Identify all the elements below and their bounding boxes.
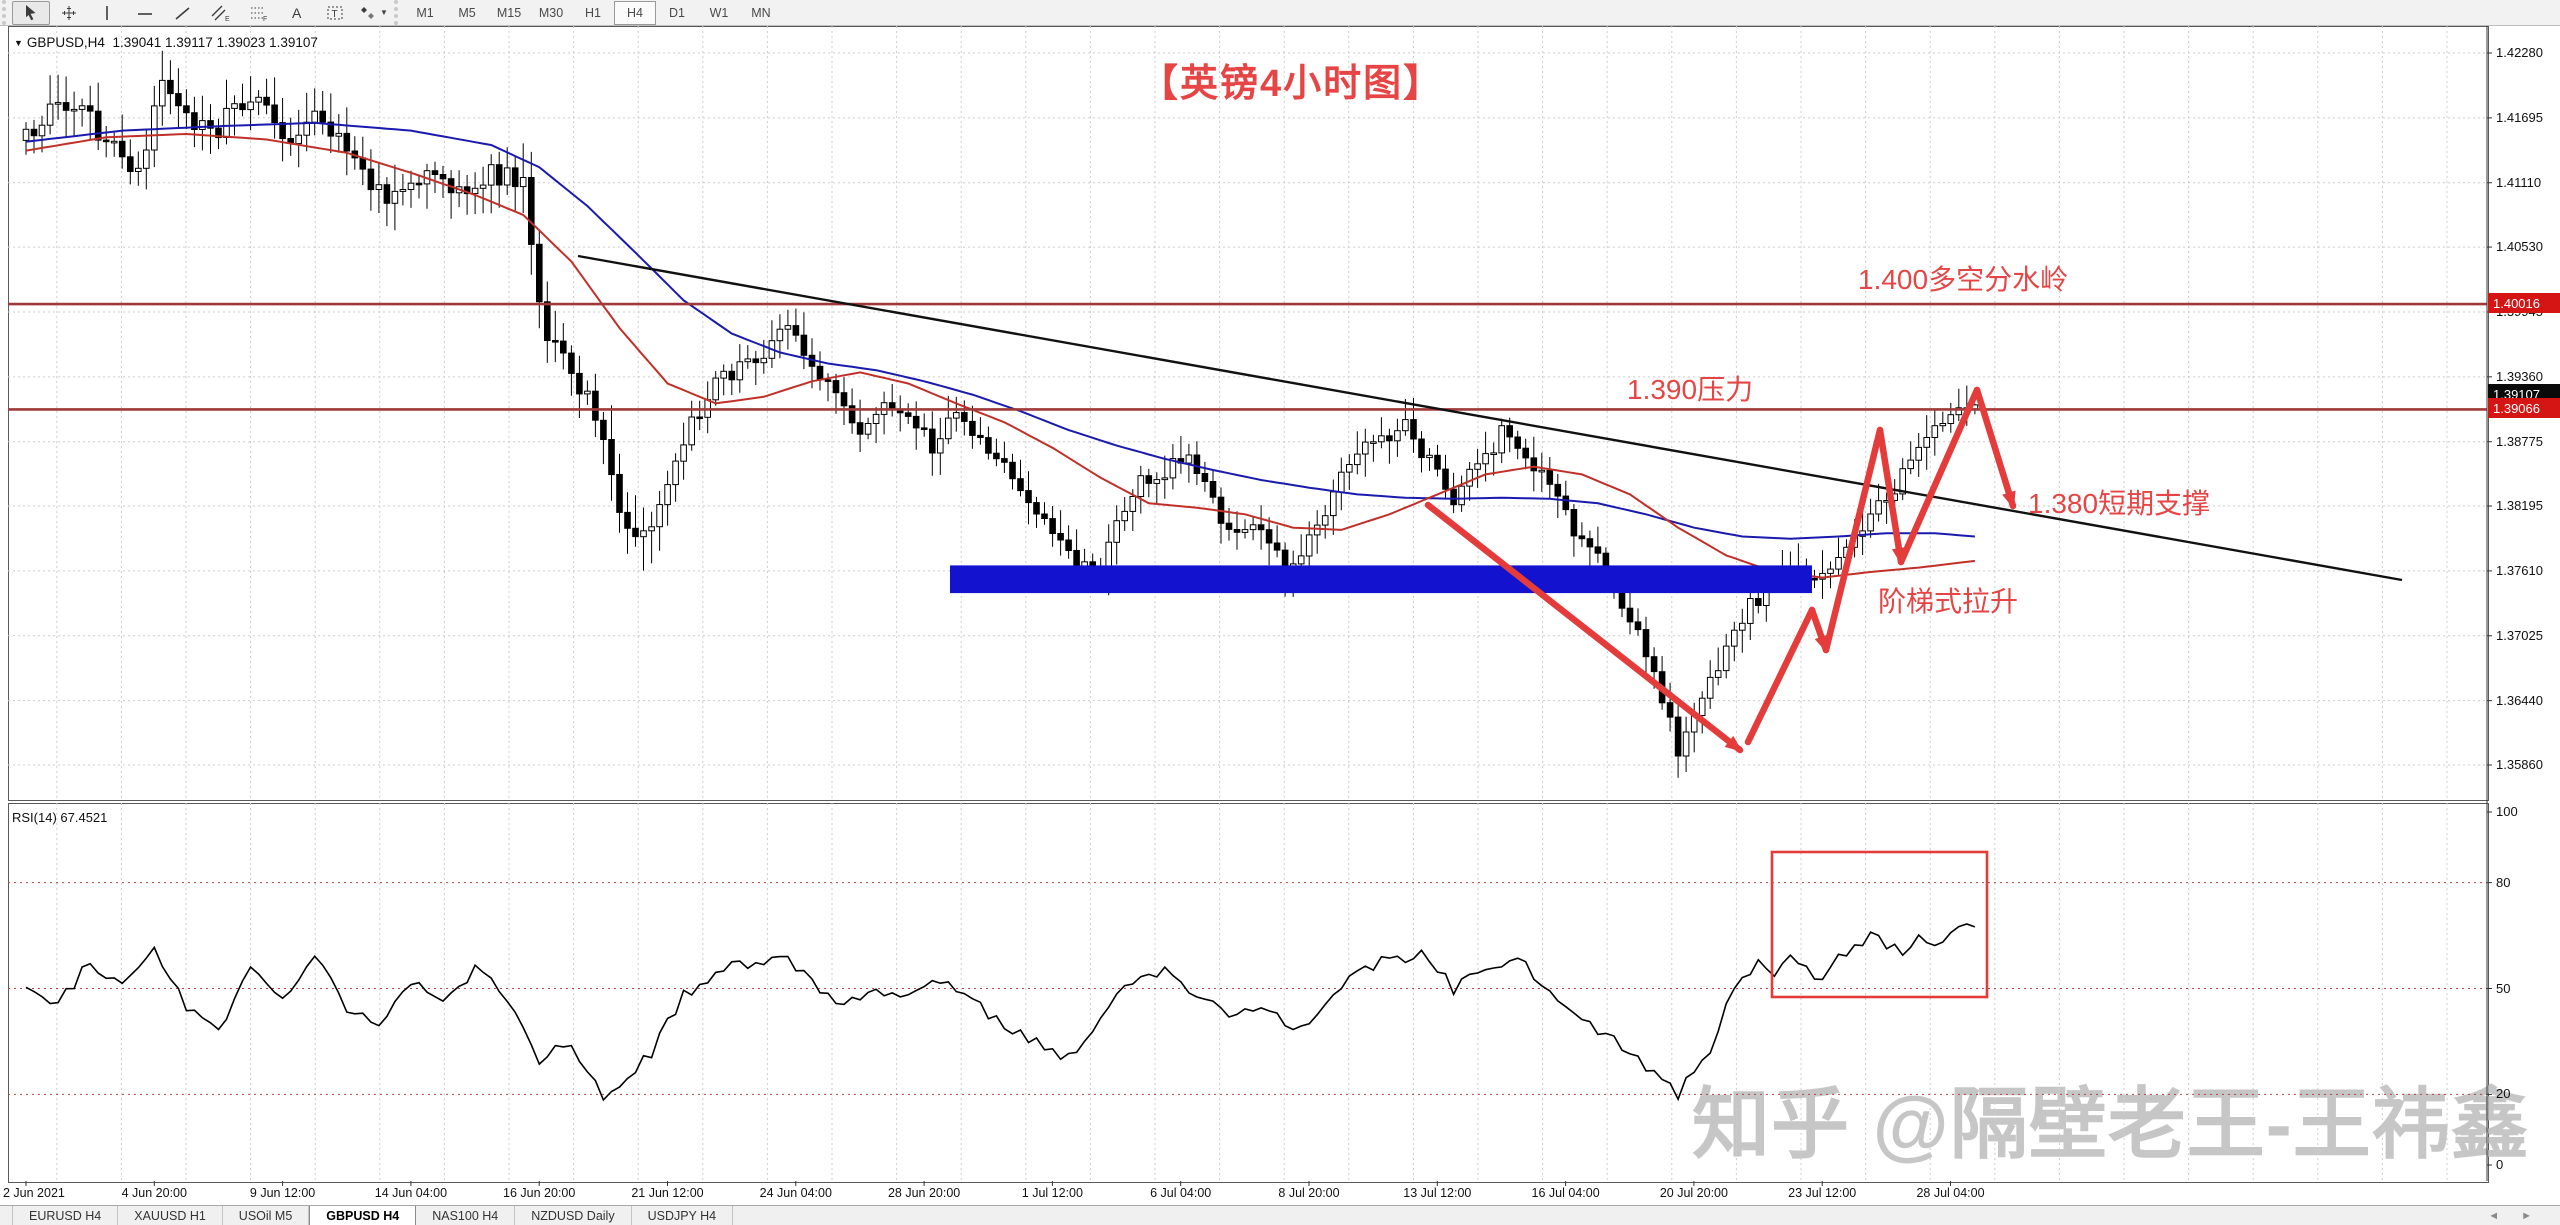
- timeframe-group: M1 M5 M15 M30 H1 H4 D1 W1 MN: [394, 0, 782, 25]
- chart-title: 【英镑4小时图】: [1140, 63, 1444, 105]
- svg-text:A: A: [292, 5, 302, 21]
- time-tick-label: 9 Jun 12:00: [249, 1186, 316, 1200]
- channel-icon: E: [211, 5, 230, 22]
- price-tick-label: 1.36440: [2496, 692, 2543, 708]
- chart-tab-eurusd-h4[interactable]: EURUSD H4: [12, 1206, 119, 1225]
- time-tick-label: 20 Jul 20:00: [1659, 1186, 1728, 1200]
- annotation-watershed: 1.400多空分水岭: [1858, 264, 2069, 295]
- timeframe-button-m15[interactable]: M15: [496, 5, 522, 20]
- svg-text:E: E: [225, 16, 230, 22]
- cursor-tool-button[interactable]: [12, 0, 50, 25]
- rsi-tick-label: 20: [2496, 1086, 2511, 1102]
- crosshair-tool-button[interactable]: [50, 1, 88, 25]
- arrows-icon: [361, 6, 375, 19]
- price-tick-label: 1.38775: [2496, 433, 2543, 449]
- time-tick-label: 2 Jun 2021: [3, 1186, 65, 1200]
- ohlc-values: 1.39041 1.39117 1.39023 1.39107: [112, 35, 318, 50]
- rsi-tick-label: 100: [2496, 804, 2518, 819]
- timeframe-button-mn[interactable]: MN: [751, 5, 771, 20]
- time-tick-label: 8 Jul 20:00: [1278, 1186, 1340, 1200]
- chart-tab-gbpusd-h4[interactable]: GBPUSD H4: [309, 1206, 417, 1225]
- price-tick-label: 1.41110: [2496, 174, 2542, 190]
- chart-tabs-bar: EURUSD H4 XAUUSD H1 USOil M5 GBPUSD H4 NAS10…: [0, 1205, 2560, 1225]
- annotation-pressure: 1.390压力: [1627, 374, 1754, 405]
- vertical-line-tool-button[interactable]: [88, 1, 126, 25]
- price-tick-label: 1.39360: [2496, 368, 2543, 384]
- timeframe-button-m1[interactable]: M1: [416, 5, 434, 20]
- time-tick-label: 24 Jun 04:00: [759, 1186, 832, 1200]
- timeframe-button-w1[interactable]: W1: [709, 5, 729, 20]
- svg-text:T: T: [332, 9, 338, 20]
- rsi-tick-label: 80: [2496, 874, 2511, 890]
- price-tick-label: 1.41695: [2496, 109, 2543, 125]
- time-tick-label: 6 Jul 04:00: [1150, 1186, 1212, 1200]
- arrows-tool-button[interactable]: ▼: [354, 1, 392, 25]
- tab-scroll-right-icon[interactable]: ►: [2521, 1210, 2532, 1222]
- price-tick-label: 1.35860: [2496, 756, 2543, 772]
- equidistant-channel-tool-button[interactable]: E: [202, 1, 240, 25]
- price-flag-1.40016: 1.40016: [2488, 293, 2560, 313]
- crosshair-icon: [62, 5, 76, 20]
- time-tick-label: 14 Jun 04:00: [374, 1186, 448, 1200]
- fibonacci-tool-button[interactable]: F: [240, 1, 278, 25]
- timeframe-button-d1[interactable]: D1: [669, 5, 685, 20]
- text-icon: A: [292, 5, 302, 21]
- price-flag-1.39066: 1.39066: [2488, 398, 2560, 418]
- timeframe-button-h1[interactable]: H1: [585, 5, 601, 20]
- timeframe-button-m5[interactable]: M5: [458, 5, 476, 20]
- horizontal-line-tool-button[interactable]: [126, 1, 164, 25]
- text-label-tool-button[interactable]: T: [316, 1, 354, 25]
- time-tick-label: 16 Jul 04:00: [1531, 1186, 1600, 1200]
- chart-tab-nzdusd-daily[interactable]: NZDUSD Daily: [515, 1206, 632, 1225]
- drawing-tools-group: E F A T ▼: [2, 0, 392, 25]
- timeframe-button-m30[interactable]: M30: [538, 5, 564, 20]
- symbol-name: GBPUSD,H4: [26, 35, 105, 50]
- annotation-step-rally: 阶梯式拉升: [1878, 586, 2019, 617]
- rsi-indicator-label: RSI(14) 67.4521: [12, 810, 108, 825]
- main-chart-panel[interactable]: [8, 26, 2489, 801]
- text-tool-button[interactable]: A: [278, 1, 316, 25]
- time-tick-label: 23 Jul 12:00: [1788, 1186, 1857, 1200]
- symbol-dropdown-icon[interactable]: ▼: [14, 38, 23, 48]
- horizontal-line-icon: [138, 12, 152, 15]
- fibonacci-icon: F: [251, 7, 267, 22]
- watermark: 知乎 @隔壁老王-王祎鑫: [1692, 1080, 2530, 1168]
- price-tick-label: 1.38195: [2496, 498, 2543, 514]
- toolbar: E F A T ▼ M1 M5 M15 M30 H1 H4 D1 W1 MN: [0, 0, 2560, 26]
- annotation-short-support: 1.380短期支撑: [2028, 488, 2211, 519]
- chart-tab-usoil-m5[interactable]: USOil M5: [223, 1206, 310, 1225]
- trendline-icon: [175, 6, 190, 20]
- dropdown-caret-icon[interactable]: ▼: [380, 8, 388, 17]
- chart-tab-usdjpy-h4[interactable]: USDJPY H4: [632, 1206, 734, 1225]
- rsi-tick-label: 50: [2496, 980, 2511, 996]
- time-tick-label: 13 Jul 12:00: [1403, 1186, 1472, 1200]
- price-tick-label: 1.37025: [2496, 627, 2543, 643]
- trendline-tool-button[interactable]: [164, 1, 202, 25]
- price-tick-label: 1.37610: [2496, 562, 2543, 578]
- time-tick-label: 1 Jul 12:00: [1021, 1186, 1083, 1200]
- label-icon: T: [327, 6, 343, 20]
- chart-tab-nas100-h4[interactable]: NAS100 H4: [416, 1206, 516, 1225]
- time-tick-label: 21 Jun 12:00: [631, 1186, 704, 1200]
- tab-scroll-left-icon[interactable]: ◄: [2488, 1210, 2500, 1222]
- price-tick-label: 1.42280: [2496, 45, 2543, 60]
- vertical-line-icon: [106, 5, 108, 20]
- time-tick-label: 28 Jun 20:00: [887, 1186, 961, 1200]
- rsi-tick-label: 0: [2496, 1157, 2504, 1172]
- chart-tab-xauusd-h1[interactable]: XAUUSD H1: [118, 1206, 223, 1225]
- time-tick-label: 16 Jun 20:00: [503, 1186, 576, 1200]
- svg-text:F: F: [263, 16, 267, 22]
- cursor-icon: [26, 4, 36, 20]
- time-tick-label: 4 Jun 20:00: [121, 1186, 187, 1200]
- price-tick-label: 1.40530: [2496, 239, 2543, 255]
- timeframe-button-h4[interactable]: H4: [614, 0, 656, 25]
- time-tick-label: 28 Jul 04:00: [1916, 1186, 1985, 1200]
- symbol-ohlc-line: ▼ GBPUSD,H4 1.39041 1.39117 1.39023 1.391…: [14, 35, 318, 50]
